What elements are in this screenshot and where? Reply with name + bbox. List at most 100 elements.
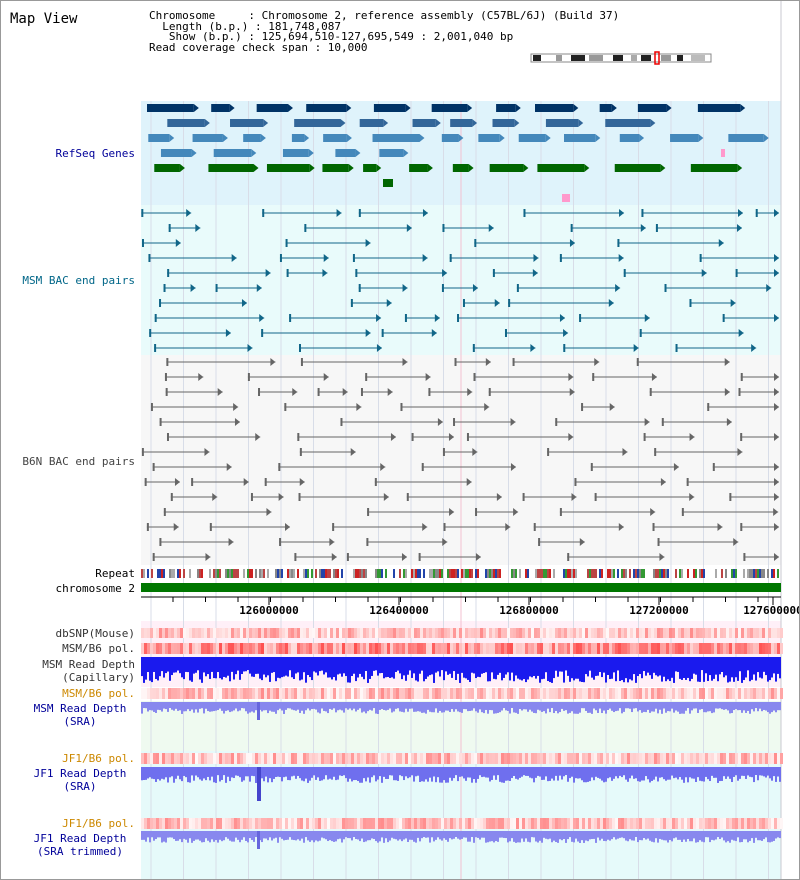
track-label-chromosome[interactable]: chromosome 2 xyxy=(55,582,135,595)
depth-bar xyxy=(501,831,503,838)
repeat-mark xyxy=(655,569,657,578)
heat-cell xyxy=(342,753,345,764)
heat-cell xyxy=(408,818,411,829)
gene-arrow xyxy=(472,119,478,127)
depth-bar xyxy=(413,702,415,712)
heat-cell xyxy=(186,818,189,829)
depth-bar xyxy=(575,702,577,714)
depth-bar xyxy=(475,767,477,783)
repeat-mark xyxy=(549,569,551,578)
depth-bar xyxy=(521,767,523,777)
track-label-jf1-read-depth-trim[interactable]: JF1 Read Depth (SRA trimmed) xyxy=(33,832,127,858)
track-label-dbsnp[interactable]: dbSNP(Mouse) xyxy=(55,627,135,640)
heat-cell xyxy=(261,628,264,638)
depth-bar xyxy=(603,702,605,711)
heat-cell xyxy=(282,818,285,829)
depth-bar xyxy=(693,657,695,674)
depth-bar xyxy=(729,831,731,843)
heat-cell xyxy=(258,818,261,829)
depth-bar xyxy=(609,657,611,680)
depth-bar xyxy=(631,702,633,713)
depth-bar xyxy=(335,831,337,842)
repeat-mark xyxy=(353,569,355,578)
depth-bar xyxy=(403,831,405,840)
track-label-b6n-bac[interactable]: B6N BAC end pairs xyxy=(22,455,135,468)
heat-cell xyxy=(351,643,354,654)
depth-bar xyxy=(627,657,629,683)
heat-cell xyxy=(672,628,675,638)
depth-bar xyxy=(743,702,745,711)
depth-bar xyxy=(479,657,481,678)
track-label-jf1-b6-pol[interactable]: JF1/B6 pol. xyxy=(62,752,135,765)
depth-bar xyxy=(609,831,611,841)
depth-bar xyxy=(579,657,581,682)
track-label-msm-b6-pol[interactable]: MSM/B6 pol. xyxy=(62,642,135,655)
track-label-msm-bac[interactable]: MSM BAC end pairs xyxy=(22,274,135,287)
heat-cell xyxy=(195,753,198,764)
heat-cell xyxy=(423,753,426,764)
track-label-repeat[interactable]: Repeat xyxy=(95,567,135,580)
heat-cell xyxy=(522,753,525,764)
chromosome-bar xyxy=(141,583,781,592)
depth-bar xyxy=(239,831,241,843)
heat-cell xyxy=(318,628,321,638)
track-label-jf1-read-depth-sra[interactable]: JF1 Read Depth (SRA) xyxy=(33,767,127,793)
repeat-mark xyxy=(405,569,407,578)
track-label-refseq[interactable]: RefSeq Genes xyxy=(55,147,135,160)
heat-cell xyxy=(333,818,336,829)
heat-cell xyxy=(642,818,645,829)
heat-cell xyxy=(561,688,564,699)
depth-bar xyxy=(581,767,583,781)
heat-cell xyxy=(729,818,732,829)
heat-cell xyxy=(408,688,411,699)
depth-bar xyxy=(443,767,445,781)
depth-bar xyxy=(285,657,287,676)
heat-cell xyxy=(663,818,666,829)
depth-bar xyxy=(557,767,559,781)
depth-bar xyxy=(559,702,561,713)
track-label-jf1-b6-pol-2[interactable]: JF1/B6 pol. xyxy=(62,817,135,830)
depth-bar xyxy=(423,767,425,782)
track-label-msm-b6-pol-2[interactable]: MSM/B6 pol. xyxy=(62,687,135,700)
depth-bar xyxy=(293,767,295,776)
repeat-mark xyxy=(229,569,231,578)
depth-bar xyxy=(201,657,203,683)
depth-bar xyxy=(245,831,247,841)
depth-bar xyxy=(551,657,553,683)
depth-bar xyxy=(269,767,271,779)
heat-cell xyxy=(483,628,486,638)
heat-cell xyxy=(480,753,483,764)
repeat-mark xyxy=(661,569,663,578)
depth-bar xyxy=(267,702,269,714)
depth-bar xyxy=(267,657,269,676)
depth-bar xyxy=(769,831,771,843)
depth-bar xyxy=(253,831,255,842)
heat-cell xyxy=(393,818,396,829)
track-label-msm-read-depth-sra[interactable]: MSM Read Depth (SRA) xyxy=(33,702,127,728)
depth-bar xyxy=(183,702,185,712)
heat-cell xyxy=(567,688,570,699)
depth-bar xyxy=(221,657,223,680)
depth-bar xyxy=(645,702,647,713)
heat-cell xyxy=(429,628,432,638)
heat-cell xyxy=(417,643,420,654)
heat-cell xyxy=(390,643,393,654)
heat-cell xyxy=(711,818,714,829)
depth-bar xyxy=(307,831,309,841)
heat-cell xyxy=(639,753,642,764)
depth-bar xyxy=(777,657,779,674)
heat-cell xyxy=(348,753,351,764)
heat-cell xyxy=(216,643,219,654)
depth-bar xyxy=(197,767,199,778)
depth-bar xyxy=(531,767,533,779)
heat-cell xyxy=(459,688,462,699)
heat-cell xyxy=(312,688,315,699)
depth-bar xyxy=(323,702,325,711)
heat-cell xyxy=(477,818,480,829)
depth-bar xyxy=(219,767,221,782)
repeat-mark xyxy=(399,569,401,578)
track-label-msm-read-depth-cap[interactable]: MSM Read Depth (Capillary) xyxy=(42,658,135,684)
heat-cell xyxy=(489,818,492,829)
repeat-mark xyxy=(403,569,405,578)
